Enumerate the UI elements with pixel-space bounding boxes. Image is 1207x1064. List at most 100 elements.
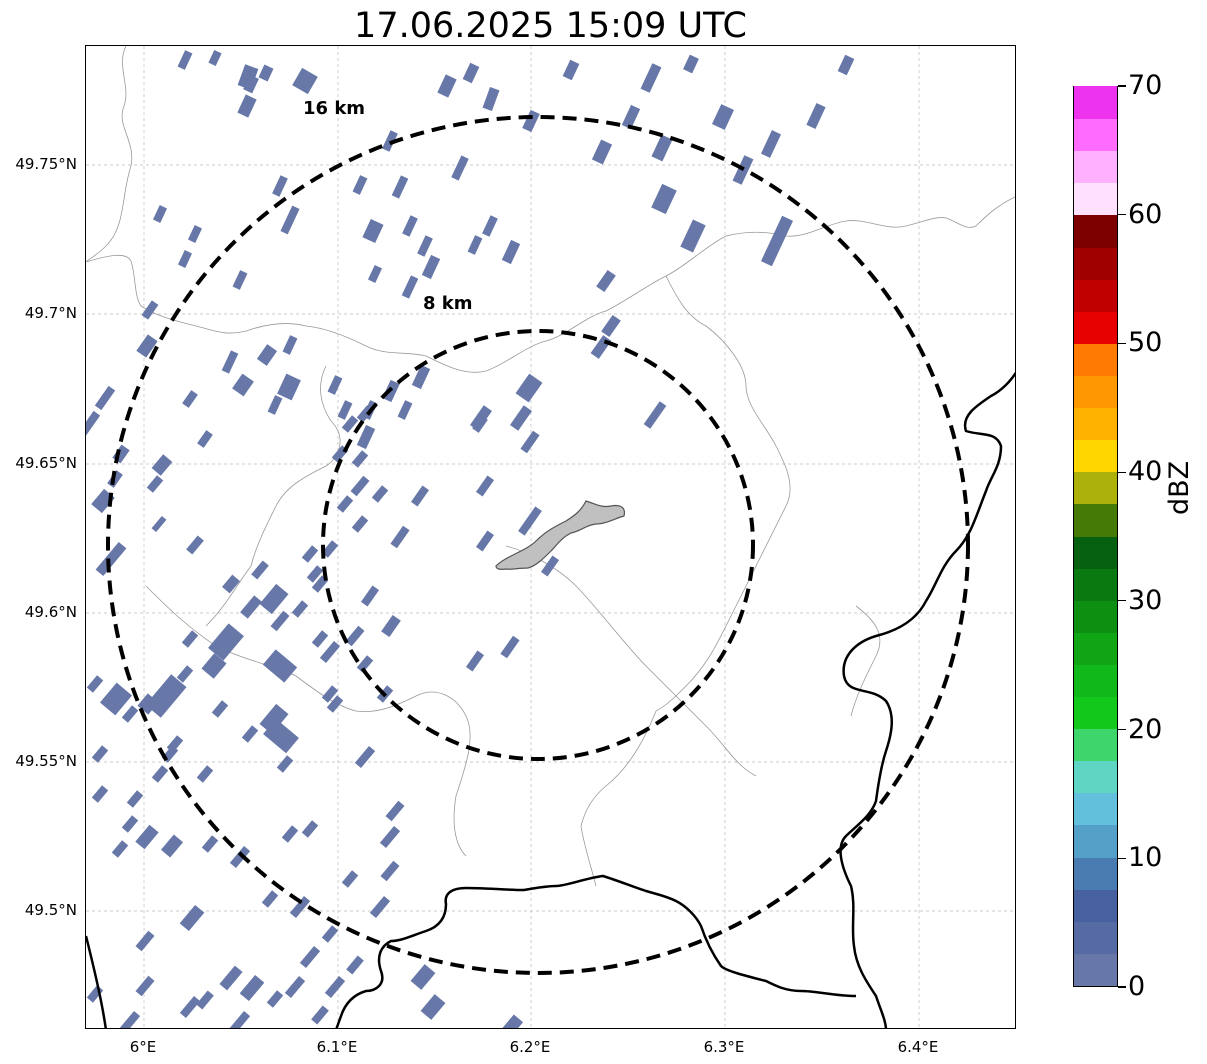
precip-echo [261,890,279,908]
precip-echo [683,54,699,74]
colorbar-segment [1074,343,1117,376]
precip-echo [837,54,855,76]
colorbar-tick-label: 60 [1128,198,1163,230]
colorbar-segment [1074,824,1117,858]
precip-echo [135,930,155,952]
precip-echo [651,183,677,215]
precip-echo [197,430,213,448]
precip-echo [596,269,616,293]
precip-echo [141,300,159,320]
precip-echo [289,896,311,918]
radar-map[interactable] [85,45,1016,1029]
precip-echo [282,335,298,355]
precip-echo [177,50,193,70]
colorbar-segment [1074,214,1117,248]
precip-echo [301,545,319,563]
precip-echo [196,990,214,1010]
precip-echo [385,800,405,822]
precip-echo [182,390,198,408]
precipitation-echoes [86,49,855,1028]
precip-echo [211,700,229,718]
precip-echo [259,703,289,735]
precip-echo [515,373,543,403]
range-ring-16km [106,115,970,975]
precip-echo [462,62,480,84]
colorbar-tick-label: 40 [1128,456,1163,488]
colorbar-segment [1074,728,1117,762]
precip-echo [522,109,540,133]
lon-label: 6.1°E [316,1038,358,1056]
precip-echo [232,373,254,397]
colorbar-segment [1074,246,1117,280]
colorbar-segment [1074,696,1117,730]
town-area [495,500,626,570]
lon-label: 6.4°E [897,1038,939,1056]
precip-echo [187,225,203,243]
precip-echo [510,405,532,431]
precip-echo [221,350,239,374]
precip-echo [352,175,368,195]
colorbar-segment [1074,471,1117,505]
precip-echo [196,765,214,783]
precip-echo [336,495,354,513]
precip-echo [760,215,794,267]
precip-echo [360,585,380,607]
colorbar-segment [1074,86,1117,120]
colorbar-tick-label: 0 [1128,971,1146,1002]
national-border [335,874,857,1028]
admin-boundary [205,365,341,627]
colorbar-tick [1118,85,1126,87]
precip-echo [345,625,365,647]
precip-echo [500,635,520,659]
precip-echo [146,475,164,493]
precip-echo [680,219,706,253]
lat-label: 49.65°N [15,454,77,472]
precip-echo [346,955,364,975]
precip-echo [237,64,259,90]
colorbar-tick [1118,214,1126,216]
precip-echo [270,610,290,632]
precip-echo [145,674,187,718]
precip-echo [326,695,344,713]
lat-label: 49.75°N [15,155,77,173]
precip-echo [562,59,580,81]
range-ring-8km [321,329,755,761]
precip-echo [321,925,339,943]
precip-echo [324,976,346,998]
precip-echo [272,175,288,197]
lat-label: 49.7°N [24,304,77,322]
precip-echo [151,765,169,783]
precip-echo [319,641,341,663]
precip-echo [341,870,359,888]
precip-echo [381,614,401,638]
precip-echo [475,475,495,497]
colorbar-segment [1074,856,1117,890]
colorbar-segment [1074,921,1117,954]
colorbar-segment [1074,407,1117,441]
colorbar-segment [1074,760,1117,794]
national-border [86,935,107,1028]
precip-echo [420,994,446,1020]
range-ring-label-16km: 16 km [303,98,366,119]
gridlines [86,46,1015,1028]
admin-boundary [655,445,791,712]
precip-echo [651,134,673,162]
colorbar-tick-label: 20 [1128,713,1163,745]
town-outline [495,500,626,570]
precip-echo [276,755,294,773]
precip-echo [201,835,219,853]
precip-echo [601,314,621,338]
precip-echo [91,488,115,514]
precip-echo [362,218,384,244]
precip-echo [219,965,243,991]
precip-echo [299,946,321,968]
precip-echo [465,650,485,672]
precip-echo [240,595,262,619]
colorbar-segment [1074,889,1117,922]
precip-echo [135,824,159,850]
precip-echo [500,1014,524,1028]
admin-boundary [86,254,367,347]
colorbar-segment [1074,632,1117,665]
colorbar-tick [1118,728,1126,731]
lon-label: 6.2°E [509,1038,551,1056]
